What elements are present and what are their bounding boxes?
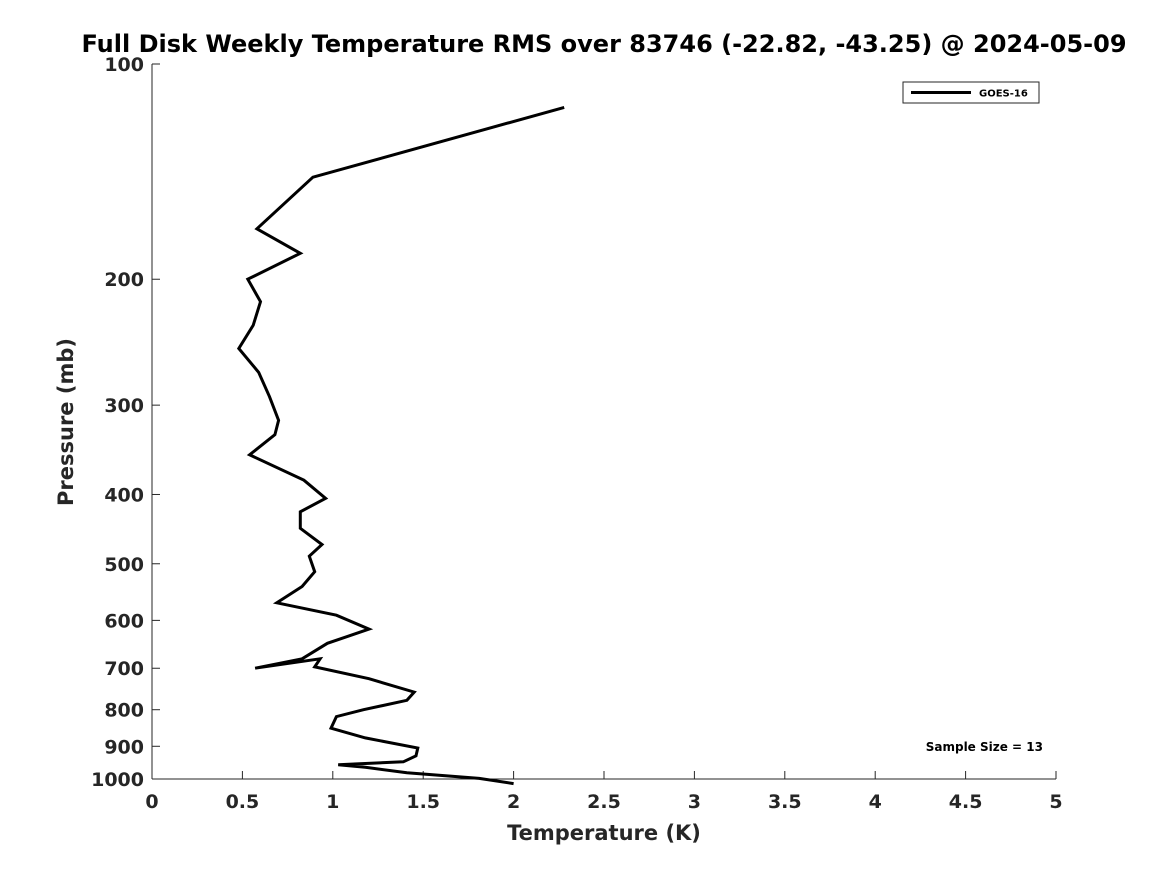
y-axis-label: Pressure (mb) [54, 338, 78, 506]
y-tick-label: 1000 [91, 769, 144, 791]
x-tick-label: 5 [1049, 791, 1062, 813]
x-tick-label: 1.5 [406, 791, 440, 813]
x-tick-label: 0.5 [226, 791, 260, 813]
x-tick-label: 2 [507, 791, 520, 813]
y-tick-label: 900 [104, 736, 144, 758]
sample-size-annotation: Sample Size = 13 [926, 740, 1043, 754]
x-tick-label: 4 [869, 791, 882, 813]
y-tick-label: 300 [104, 395, 144, 417]
y-ticks: 100 200 300 400 500 600 700 800 900 1000 [91, 54, 160, 791]
x-tick-label: 1 [326, 791, 339, 813]
y-tick-label: 200 [104, 269, 144, 291]
x-tick-label: 0 [145, 791, 158, 813]
x-tick-label: 2.5 [587, 791, 621, 813]
y-tick-label: 800 [104, 700, 144, 722]
y-tick-label: 600 [104, 610, 144, 632]
y-tick-label: 700 [104, 658, 144, 680]
x-ticks: 0 0.5 1 1.5 2 2.5 3 3.5 4 4.5 5 [145, 771, 1063, 813]
x-tick-label: 3.5 [768, 791, 802, 813]
chart-title: Full Disk Weekly Temperature RMS over 83… [81, 30, 1126, 58]
y-tick-label: 500 [104, 554, 144, 576]
series-line-goes-16 [236, 105, 565, 786]
x-tick-label: 4.5 [949, 791, 983, 813]
legend-label-goes-16: GOES-16 [979, 89, 1028, 100]
y-tick-label: 400 [104, 484, 144, 506]
x-tick-label: 3 [688, 791, 701, 813]
y-tick-label: 100 [104, 54, 144, 76]
legend: GOES-16 [902, 81, 1040, 104]
plot-area [152, 64, 1056, 779]
x-axis-label: Temperature (K) [507, 821, 701, 845]
